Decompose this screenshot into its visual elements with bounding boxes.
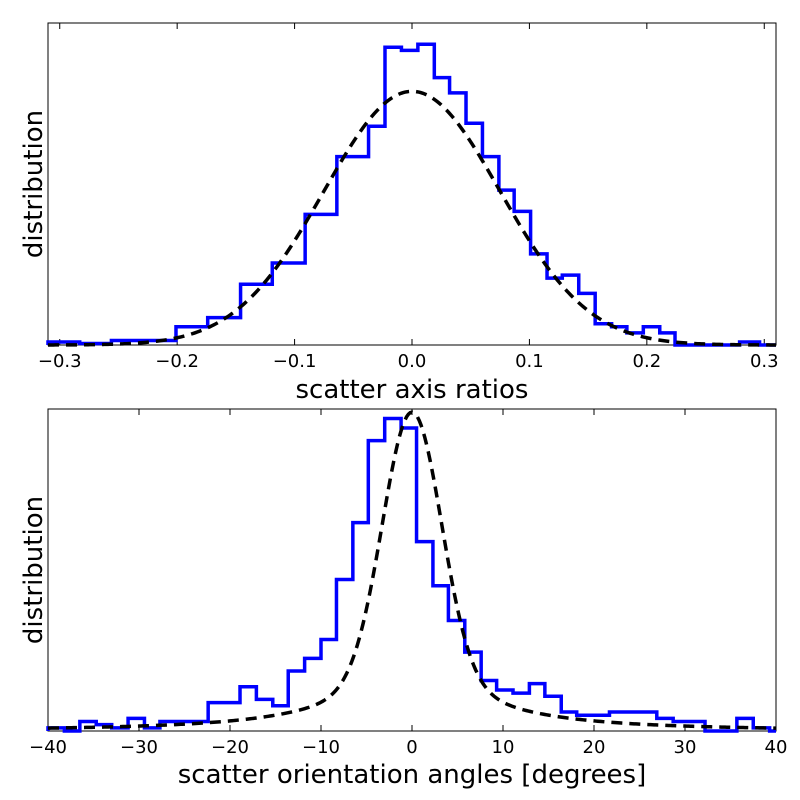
x-ticks: −0.3 −0.2 −0.1 0.0 0.1 0.2 0.3	[38, 23, 779, 372]
y-axis-label: distribution	[19, 496, 49, 644]
x-tick-label: 20	[583, 737, 606, 758]
x-tick-label: 0.0	[398, 351, 427, 372]
x-ticks: −40 −30 −20 −10 0 10 20 30 40	[29, 409, 787, 758]
histogram-step-line	[46, 42, 776, 347]
x-axis-label: scatter orientation angles [degrees]	[178, 760, 647, 790]
plot-frame	[47, 408, 777, 732]
x-tick-label: −10	[302, 737, 340, 758]
x-tick-label: −0.1	[273, 351, 317, 372]
x-tick-label: 0	[406, 737, 417, 758]
x-tick-label: 10	[492, 737, 515, 758]
x-tick-label: 0.1	[515, 351, 544, 372]
x-tick-label: 30	[674, 737, 697, 758]
series-group	[46, 42, 776, 347]
x-tick-label: 0.2	[633, 351, 662, 372]
plot-frame	[47, 22, 777, 346]
x-tick-label: −30	[120, 737, 158, 758]
x-tick-label: 40	[765, 737, 788, 758]
fit-curve-line	[47, 410, 777, 730]
axis-ratio-panel: −0.3 −0.2 −0.1 0.0 0.1 0.2 0.3 scatter axis ra…	[19, 22, 779, 405]
series-group	[46, 410, 777, 733]
y-axis-label: distribution	[19, 110, 49, 258]
x-tick-label: 0.3	[750, 351, 779, 372]
x-tick-label: −40	[29, 737, 67, 758]
x-axis-label: scatter axis ratios	[296, 375, 529, 405]
orientation-angle-panel: −40 −30 −20 −10 0 10 20 30 40 scatter orientatio…	[19, 408, 787, 790]
x-tick-label: −0.2	[155, 351, 199, 372]
x-tick-label: −20	[211, 737, 249, 758]
x-tick-label: −0.3	[38, 351, 82, 372]
